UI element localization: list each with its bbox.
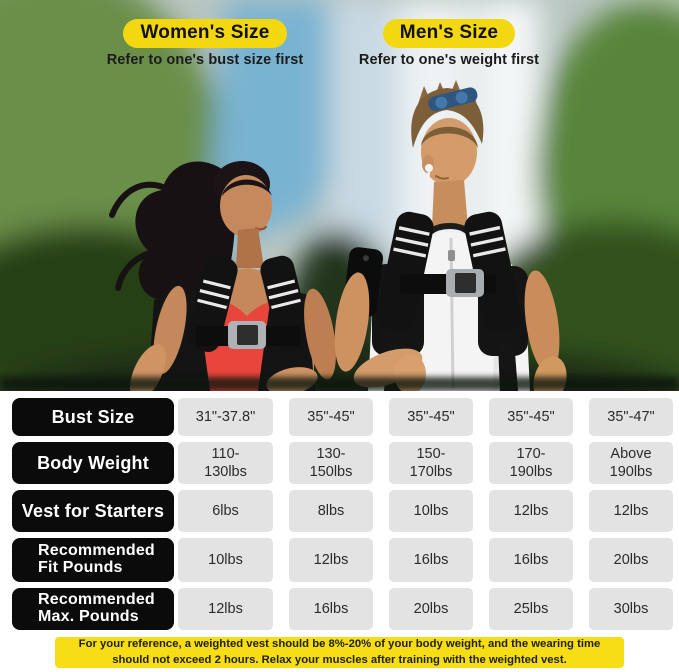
table-cell: 12lbs [489, 490, 573, 532]
row-label-vest-for-starters: Vest for Starters [12, 490, 174, 532]
lifestyle-photo: Women's Size Refer to one's bust size fi… [0, 0, 679, 391]
table-cell: 35"-45" [389, 398, 473, 436]
table-row-recommended-max: Recommended Max. Pounds 12lbs 16lbs 20lb… [12, 588, 673, 630]
table-cell: 6lbs [178, 490, 273, 532]
mens-size-header: Men's Size Refer to one's weight first [336, 19, 562, 68]
table-cell: 130- 150lbs [289, 442, 373, 484]
table-cell: 25lbs [489, 588, 573, 630]
table-cell: 10lbs [178, 538, 273, 582]
table-row-bust-size: Bust Size 31"-37.8" 35"-45" 35"-45" 35"-… [12, 398, 673, 436]
table-cell: 35"-45" [289, 398, 373, 436]
table-cell: 12lbs [178, 588, 273, 630]
table-cell: Above 190lbs [589, 442, 673, 484]
size-table: Bust Size 31"-37.8" 35"-45" 35"-45" 35"-… [12, 398, 673, 636]
womens-size-header: Women's Size Refer to one's bust size fi… [92, 19, 318, 68]
table-cell: 35"-45" [489, 398, 573, 436]
table-row-body-weight: Body Weight 110- 130lbs 130- 150lbs 150-… [12, 442, 673, 484]
table-cell: 30lbs [589, 588, 673, 630]
table-cell: 12lbs [289, 538, 373, 582]
table-cell: 35"-47" [589, 398, 673, 436]
table-row-recommended-fit: Recommended Fit Pounds 10lbs 12lbs 16lbs… [12, 538, 673, 582]
table-cell: 8lbs [289, 490, 373, 532]
table-cell: 16lbs [289, 588, 373, 630]
mens-size-subtitle: Refer to one's weight first [358, 52, 540, 68]
table-cell: 20lbs [589, 538, 673, 582]
table-cell: 170- 190lbs [489, 442, 573, 484]
row-label-bust-size: Bust Size [12, 398, 174, 436]
table-cell: 12lbs [589, 490, 673, 532]
table-cell: 16lbs [489, 538, 573, 582]
table-cell: 16lbs [389, 538, 473, 582]
table-cell: 20lbs [389, 588, 473, 630]
table-cell: 10lbs [389, 490, 473, 532]
reference-note: For your reference, a weighted vest shou… [55, 637, 624, 668]
row-label-recommended-fit: Recommended Fit Pounds [12, 538, 174, 582]
womens-size-subtitle: Refer to one's bust size first [106, 52, 304, 68]
table-cell: 150- 170lbs [389, 442, 473, 484]
womens-size-title: Women's Size [123, 19, 287, 48]
mens-size-title: Men's Size [382, 19, 516, 48]
table-cell: 31"-37.8" [178, 398, 273, 436]
table-cell: 110- 130lbs [178, 442, 273, 484]
photo-illustration [0, 0, 679, 391]
row-label-body-weight: Body Weight [12, 442, 174, 484]
row-label-recommended-max: Recommended Max. Pounds [12, 588, 174, 630]
table-row-vest-for-starters: Vest for Starters 6lbs 8lbs 10lbs 12lbs … [12, 490, 673, 532]
